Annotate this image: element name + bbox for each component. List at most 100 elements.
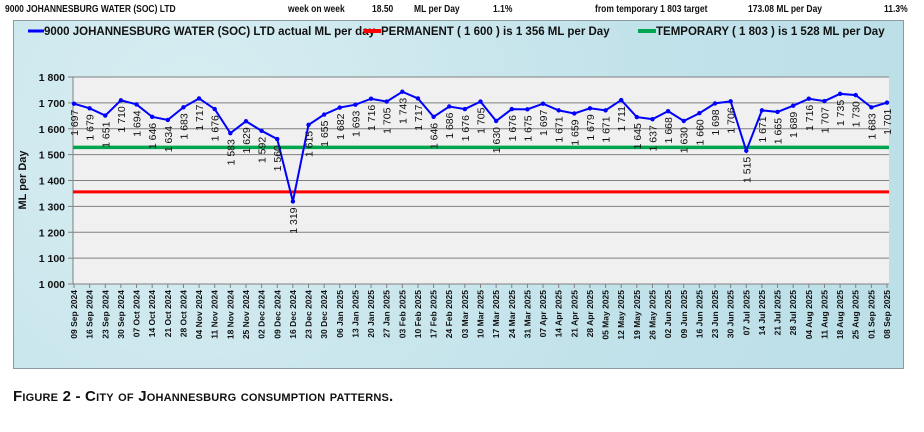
data-label: 1 683 [866,113,878,139]
data-label: 1 583 [225,139,237,165]
data-point [790,103,796,108]
data-label: 1 707 [819,107,831,133]
header-wow-value: 18.50 [372,4,394,15]
data-point [509,106,514,112]
data-label: 1 693 [350,111,362,137]
x-tick-label: 30 Dec 2024 [319,290,329,339]
x-tick-label: 03 Feb 2025 [397,290,407,338]
data-label: 1 705 [382,107,394,133]
x-tick-label: 28 Apr 2025 [585,290,595,338]
data-label: 1 665 [773,118,785,144]
data-point [462,106,468,112]
data-point [884,100,890,105]
data-point [400,89,405,94]
data-point [525,107,530,112]
x-tick-label: 18 Aug 2025 [835,290,845,340]
data-point [384,99,389,104]
data-point [712,101,718,106]
x-tick-label: 04 Aug 2025 [804,290,814,340]
x-tick-label: 28 Oct 2024 [178,290,188,338]
x-tick-label: 07 Apr 2025 [538,290,548,338]
data-point [353,102,358,107]
data-label: 1 592 [257,137,269,163]
data-point [212,106,217,112]
data-point [837,91,843,97]
data-label: 1 716 [366,105,378,131]
data-label: 1 730 [851,101,863,127]
y-tick-label: 1 700 [39,98,65,110]
data-label: 1 655 [319,120,331,146]
data-point [728,99,733,104]
data-point [103,113,108,118]
data-point [290,199,296,204]
y-tick-label: 1 100 [39,253,65,265]
data-label: 1 630 [491,127,503,153]
y-tick-label: 1 000 [39,279,65,291]
data-point [634,114,640,120]
header-target-pct: 11.3% [884,4,908,15]
data-point [118,98,124,103]
data-label: 1 697 [538,109,550,135]
header-wow-pct: 1.1% [493,4,513,15]
data-point [431,114,436,120]
header-wow-label: week on week [288,4,345,15]
legend: 9000 JOHANNESBURG WATER (SOC) LTD actual… [28,26,885,38]
header-target-value: 173.08 ML per Day [748,4,823,15]
data-label: 1 735 [835,100,847,126]
data-point [759,108,765,113]
data-point [228,130,233,136]
x-tick-label: 12 May 2025 [616,290,626,340]
data-label: 1 637 [647,125,659,151]
data-point [603,108,608,113]
data-label: 1 679 [585,114,597,140]
data-label: 1 676 [507,115,519,141]
figure-caption: Figure 2 - City of Johannesburg consumpt… [13,388,394,405]
data-label: 1 717 [194,104,206,130]
x-tick-label: 28 Jul 2025 [788,290,798,336]
data-point [87,106,92,111]
data-point [650,116,655,122]
x-tick-label: 21 Jul 2025 [773,290,783,336]
x-tick-label: 14 Oct 2024 [147,290,157,338]
data-point [306,122,311,128]
y-tick-label: 1 600 [39,124,65,136]
data-point [368,96,374,101]
x-tick-label: 07 Oct 2024 [132,290,142,338]
data-point [869,105,874,110]
x-tick-label: 09 Jun 2025 [679,290,689,338]
x-tick-label: 23 Jun 2025 [710,290,720,338]
y-tick-label: 1 200 [39,227,65,239]
x-tick-label: 16 Dec 2024 [288,290,298,339]
x-tick-label: 03 Mar 2025 [460,290,470,338]
data-label: 1 679 [85,114,97,140]
data-label: 1 716 [804,105,816,131]
x-tick-label: 10 Mar 2025 [476,290,486,338]
data-label: 1 675 [522,115,534,141]
data-label: 1 697 [69,109,81,135]
x-tick-label: 23 Dec 2024 [304,290,314,339]
y-tick-label: 1 400 [39,176,65,188]
data-label: 1 671 [554,116,566,142]
x-tick-label: 05 May 2025 [601,290,611,340]
data-label: 1 711 [616,106,628,132]
data-label: 1 698 [710,109,722,135]
x-tick-label: 14 Jul 2025 [757,290,767,336]
data-point [853,92,858,98]
x-tick-label: 23 Sep 2024 [100,290,110,339]
data-label: 1 630 [679,127,691,153]
x-tick-label: 17 Feb 2025 [429,290,439,338]
data-point [196,96,202,101]
x-tick-label: 17 Mar 2025 [491,290,501,338]
data-label: 1 515 [741,157,753,183]
data-point [71,101,77,106]
x-tick-label: 11 Nov 2024 [210,290,220,339]
x-tick-label: 16 Sep 2024 [85,290,95,339]
data-point [806,96,812,101]
data-label: 1 717 [413,104,425,130]
x-tick-label: 13 Jan 2025 [350,290,360,338]
data-point [775,109,780,115]
data-label: 1 646 [429,123,441,149]
data-point [165,117,171,123]
x-tick-label: 04 Nov 2024 [194,290,204,339]
data-label: 1 659 [569,119,581,145]
